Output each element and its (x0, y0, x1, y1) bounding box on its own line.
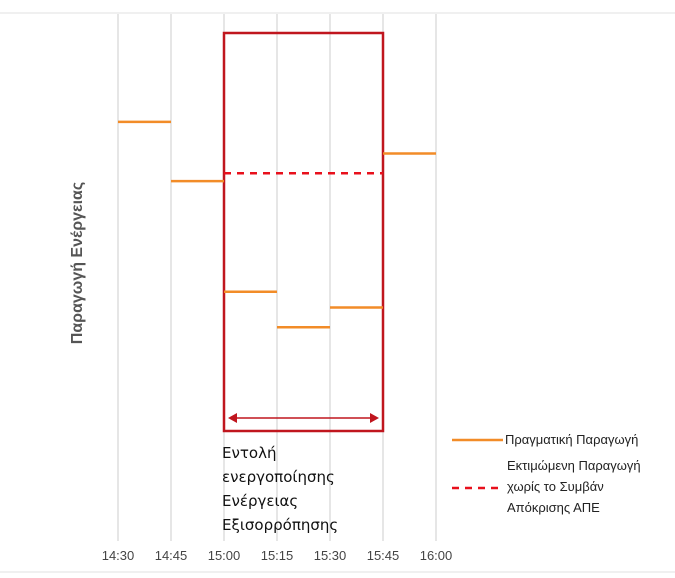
x-tick-label: 16:00 (420, 548, 453, 563)
legend-label-actual: Πραγματική Παραγωγή (505, 432, 638, 447)
duration-arrow-head-left (228, 413, 237, 423)
highlight-group (222, 31, 385, 433)
annotation-line: Εντολή (222, 444, 276, 462)
annotation-line: ενεργοποίησης (222, 468, 335, 486)
series-group (118, 120, 436, 329)
x-tick-label: 14:30 (102, 548, 135, 563)
annotation-line: Εξισορρόπησης (222, 516, 338, 534)
x-tick-label: 15:15 (261, 548, 294, 563)
highlight-box (222, 31, 385, 433)
annotation-line: Ενέργειας (222, 492, 298, 510)
duration-arrow-head-right (370, 413, 379, 423)
x-tick-label: 15:45 (367, 548, 400, 563)
x-tick-label: 15:30 (314, 548, 347, 563)
x-tick-label: 15:00 (208, 548, 241, 563)
legend: Πραγματική Παραγωγή Εκτιμώμενη Παραγωγή … (452, 432, 644, 515)
legend-label-line: χωρίς το Συμβάν (507, 479, 604, 494)
x-tick-labels: 14:30 14:45 15:00 15:15 15:30 15:45 16:00 (102, 548, 453, 563)
legend-label-estimated: Εκτιμώμενη Παραγωγή χωρίς το Συμβάν Απόκ… (507, 458, 644, 515)
annotation-text: Εντολή ενεργοποίησης Ενέργειας Εξισορρόπ… (222, 444, 340, 534)
y-axis-label: Παραγωγή Ενέργειας (69, 182, 86, 344)
legend-label-line: Εκτιμώμενη Παραγωγή (507, 458, 641, 473)
legend-label-line: Απόκρισης ΑΠΕ (507, 500, 600, 515)
x-tick-label: 14:45 (155, 548, 188, 563)
